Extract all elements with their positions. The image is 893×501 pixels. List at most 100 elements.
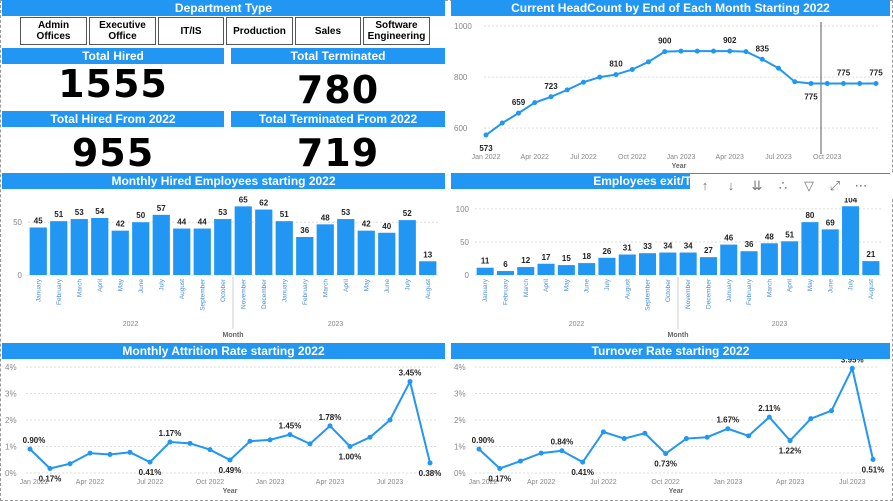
x-tick-label: Jul 2022 [590,479,617,486]
bar [679,252,697,275]
data-label: 0.90% [472,436,495,445]
x-tick-label: June [584,279,591,293]
x-axis-label: Year [223,488,238,495]
slicer-button-1[interactable]: Executive Office [89,17,156,45]
x-tick-label: July [404,278,411,290]
x-axis-label: Month [223,332,244,339]
bar [659,252,677,275]
headcount-line-chart[interactable]: 600 800 1000 573 659 723 810 900 902 835 775 775 775… [451,16,890,171]
arrow-down-icon[interactable]: ↓ [727,178,735,193]
data-label: 810 [609,60,623,69]
slicer-button-3[interactable]: Production [226,17,293,45]
more-options-icon[interactable]: ⋯ [854,178,868,193]
exits-bar-chart[interactable]: 0 50 100 11 January 6 February 12 March 17 April 15… [451,189,890,341]
data-point [307,441,313,447]
data-point [267,437,273,443]
bar-value-label: 26 [602,247,611,256]
bar-value-label: 53 [75,208,84,217]
data-point [711,48,716,54]
data-point [47,465,53,471]
arrow-up-icon[interactable]: ↑ [701,178,709,193]
x-tick-label: December [261,278,268,309]
bar-value-label: 80 [805,211,814,220]
slicer-title: Department Type [2,0,445,16]
data-label: 3.95% [841,359,864,364]
data-point [187,440,193,446]
focus-mode-icon[interactable]: ⤢ [829,178,841,193]
data-point [499,120,505,126]
data-label: 1.00% [339,453,362,462]
slicer-button-4[interactable]: Sales [295,17,361,45]
y-tick-label: 3% [454,390,466,399]
bar-value-label: 51 [785,230,794,239]
data-point [694,48,700,54]
bar-value-label: 62 [259,199,268,208]
data-point [387,417,393,423]
x-tick-label: Jan 2023 [713,479,742,486]
bar [801,222,819,275]
y-tick-label: 0% [5,469,17,478]
y-tick-label: 600 [454,124,468,133]
x-tick-label: July [604,278,611,290]
attrition-line-chart[interactable]: 0% 1% 2% 3% 4% 0.90% 0.17% 0.41% 1.17% 0.49% 1.45%… [2,359,445,499]
slicer-button-0[interactable]: Admin Offices [20,17,87,45]
bar-value-label: 48 [321,213,330,222]
bar-value-label: 33 [643,242,652,251]
expand-hierarchy-icon[interactable]: ∴ [778,178,788,193]
x-tick-label: June [138,279,145,293]
x-tick-label: Apr 2023 [316,479,345,486]
bar-value-label: 53 [341,208,350,217]
bar-value-label: 34 [684,242,693,251]
data-label: 1.17% [159,429,182,438]
bar [214,219,232,275]
bar [781,241,799,275]
bar [316,224,334,275]
bar [699,257,717,275]
x-tick-label: Apr 2022 [76,479,105,486]
data-point [704,434,710,440]
data-point [600,429,606,435]
bar-value-label: 50 [136,211,145,220]
y-tick-label: 50 [13,218,22,227]
y-tick-label: 0 [18,271,23,280]
x-tick-label: Jan 2023 [667,154,696,161]
filter-icon[interactable]: ▽ [804,178,814,193]
x-tick-label: June [827,279,834,293]
x-tick-label: August [179,279,186,299]
bar [578,263,596,275]
hired-bar-chart[interactable]: 0 50 45 January 51 February 53 March 54 April 42 Ma… [2,189,445,341]
slicer-button-5[interactable]: Software Engineering [363,17,430,45]
y-tick-label: 100 [456,205,470,214]
bar-value-label: 53 [218,208,227,217]
bar-value-label: 45 [34,217,43,226]
bar [639,253,657,275]
bar-value-label: 12 [521,256,530,265]
data-point [27,446,33,452]
bar [618,254,636,275]
bar [419,261,437,275]
data-point [746,433,752,439]
data-label: 0.90% [23,436,46,445]
x-tick-label: August [868,279,875,299]
bar-value-label: 18 [582,252,591,261]
data-point [727,48,733,54]
kpi-value-total-hired: 1555 [58,62,168,106]
slicer-button-2[interactable]: IT/IS [158,17,224,45]
x-tick-label: November [685,278,692,309]
x-tick-label: May [363,278,370,291]
bar-value-label: 11 [481,257,490,266]
y-tick-label: 4% [5,363,17,372]
bar [398,220,416,275]
data-point [497,465,503,471]
bar [275,221,293,275]
bar [557,265,575,275]
x-tick-label: May [117,278,124,291]
turnover-line-chart[interactable]: 0% 1% 2% 3% 4% 0.90% 0.17% 0.84% 0.41% 0.73% 1.67%… [451,359,890,499]
bar [496,271,514,275]
bar [537,263,555,275]
bar [91,218,109,275]
x-tick-label: Apr 2022 [521,154,550,161]
bar-value-label: 69 [826,218,835,227]
data-point [407,379,413,385]
double-arrow-down-icon[interactable]: ⇊ [751,178,763,193]
